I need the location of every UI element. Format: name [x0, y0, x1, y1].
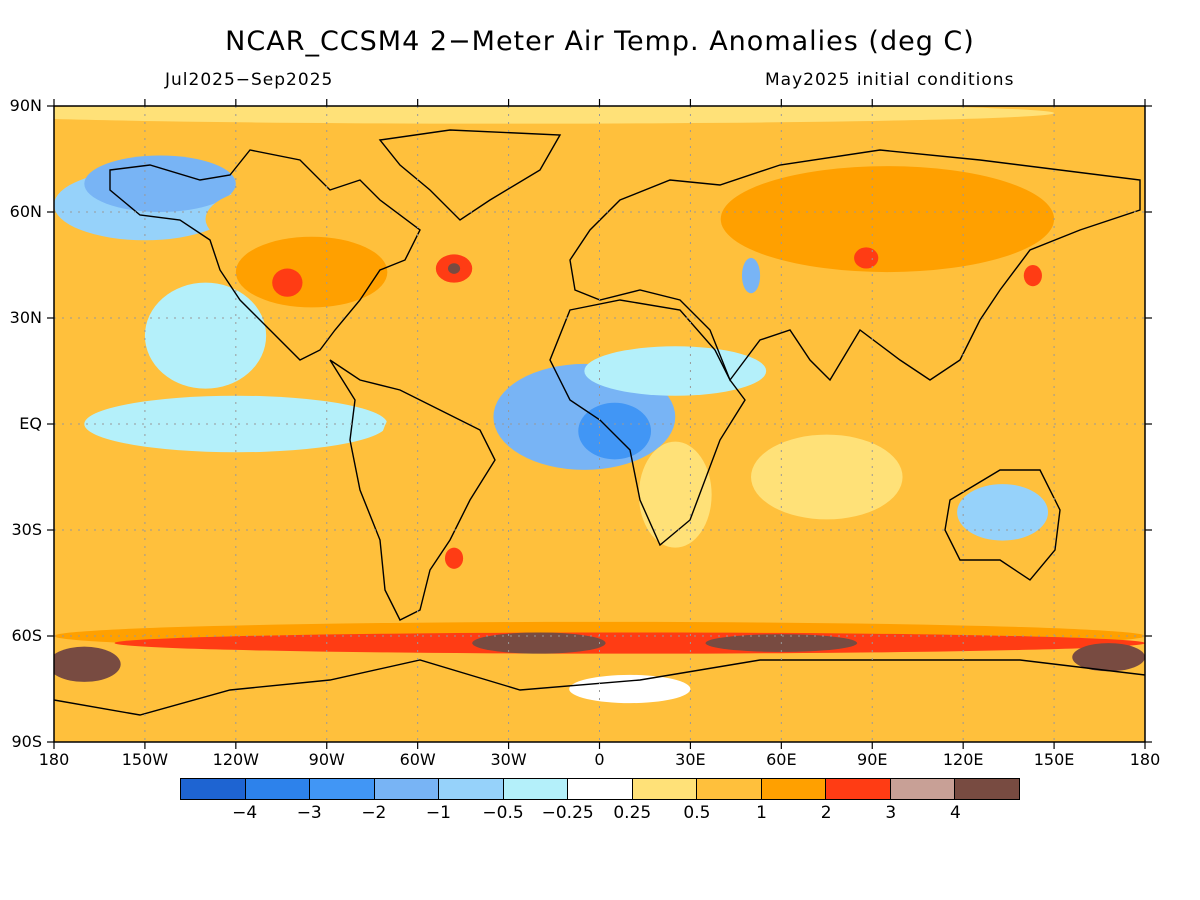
lat-label: 30N [9, 308, 42, 327]
coast-eurasia [569, 149, 1141, 382]
region-indian-ocean-warm [751, 434, 903, 520]
color-swatch [503, 779, 569, 799]
color-swatch [761, 779, 827, 799]
color-swatch [310, 779, 375, 799]
lat-lon-grid [54, 106, 1145, 742]
initial-conditions: May2025 initial conditions [765, 70, 1015, 90]
region-siberia-hot [854, 247, 879, 269]
region-canada-warm [205, 183, 388, 255]
lon-label: 90E [857, 750, 888, 769]
region-central-us-hot [272, 268, 303, 297]
anomaly-regions [54, 106, 1145, 742]
lon-label: 30E [675, 750, 706, 769]
region-southern-ocean-band-3 [114, 632, 1145, 654]
color-swatch [826, 779, 891, 799]
color-swatch [181, 779, 246, 799]
region-tropical-pacific-cool [84, 395, 388, 453]
color-scale-label: 0.25 [613, 803, 652, 823]
region-ross-sea-peak [54, 646, 121, 682]
color-swatch [890, 779, 956, 799]
region-greenland-warm [417, 134, 539, 205]
lon-label: 120E [942, 750, 984, 769]
coast-greenland [378, 129, 562, 221]
color-scale-label: 1 [756, 803, 767, 823]
lon-label: 60W [399, 750, 436, 769]
lon-label: 180 [38, 750, 70, 769]
lon-label: 120W [212, 750, 259, 769]
lon-label: 60E [766, 750, 797, 769]
region-gulf-of-guinea-cool [578, 402, 652, 460]
region-antarctica-warm [114, 671, 1145, 742]
region-southern-ocean-peak-atl [472, 632, 606, 654]
color-swatch [697, 779, 762, 799]
lat-label: 60S [11, 626, 42, 645]
region-arctic-ocean-warm [54, 106, 1054, 124]
lon-label: 180 [1129, 750, 1161, 769]
color-scale-label: −1 [425, 803, 451, 823]
region-antarctica-neutral [569, 674, 691, 704]
color-swatch [374, 779, 440, 799]
lat-label: EQ [19, 414, 42, 433]
lon-label: 0 [594, 750, 605, 769]
color-swatch [245, 779, 311, 799]
color-swatch [439, 779, 504, 799]
color-swatch [568, 779, 633, 799]
color-scale-label: −3 [296, 803, 322, 823]
lon-label: 150W [121, 750, 169, 769]
color-scale-label: 0.5 [683, 803, 711, 823]
region-caspian-cool [741, 257, 761, 294]
color-scale-label: −4 [232, 803, 258, 823]
region-east-pacific-cool [144, 282, 267, 389]
region-japan-hot [1023, 265, 1042, 287]
lat-label: 30S [11, 520, 42, 539]
region-sahel-cool [584, 346, 767, 396]
region-north-atlantic-peak [447, 263, 461, 274]
color-scale-bar [180, 778, 1020, 800]
color-swatch [632, 779, 698, 799]
color-scale-label: −0.5 [482, 803, 524, 823]
region-alaska-cool [84, 155, 236, 212]
coastlines [54, 129, 1145, 716]
color-swatch [955, 779, 1019, 799]
lon-label: 90W [308, 750, 345, 769]
region-siberia-warm [720, 166, 1055, 273]
coast-north-america [109, 149, 421, 361]
color-scale-label: 4 [949, 803, 961, 823]
coast-south-america [329, 359, 496, 621]
lon-label: 30W [490, 750, 527, 769]
color-scale-label: −2 [361, 803, 387, 823]
lon-label: 150E [1033, 750, 1075, 769]
lat-label: 90S [11, 732, 42, 751]
region-middle-east-warm [660, 279, 782, 336]
region-north-america-warm [235, 236, 388, 308]
region-north-pacific-west-warm [1054, 254, 1145, 290]
axis-ticks [47, 99, 1152, 749]
coast-africa [549, 299, 746, 547]
color-scale-label: 2 [820, 803, 832, 823]
region-europe-warm [584, 219, 706, 290]
map-title: NCAR_CCSM4 2−Meter Air Temp. Anomalies (… [225, 26, 975, 57]
region-south-america-hot [444, 547, 464, 569]
region-south-america-warm [378, 388, 488, 530]
region-southern-africa-warm [638, 441, 712, 548]
forecast-period: Jul2025−Sep2025 [165, 70, 334, 90]
lat-label: 90N [9, 96, 42, 115]
lat-label: 60N [9, 202, 42, 221]
color-scale-label: 3 [885, 803, 897, 823]
coast-australia [944, 469, 1061, 581]
region-australia-cool [957, 484, 1049, 541]
region-ross-sea-peak-e [1072, 643, 1145, 672]
coast-antarctica [54, 659, 1145, 716]
color-scale-label: −0.25 [541, 803, 594, 823]
